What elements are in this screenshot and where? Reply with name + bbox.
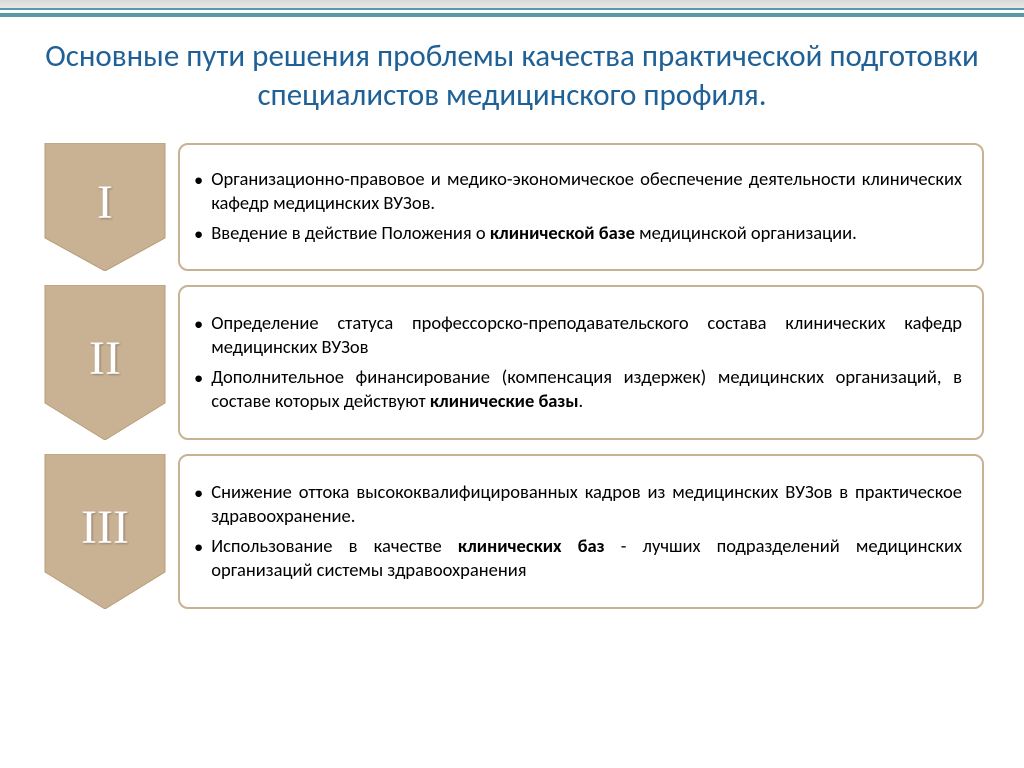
slide-content: Основные пути решения проблемы качества …: [0, 17, 1024, 643]
bullet-icon: •: [194, 481, 203, 505]
bullet-icon: •: [194, 312, 203, 336]
content-box-3: • Снижение оттока высококвалифицированны…: [178, 454, 984, 609]
item-row-2: II • Определение статуса профессорско-пр…: [40, 285, 984, 440]
bullet-3a: • Снижение оттока высококвалифицированны…: [194, 480, 962, 528]
chevron-label-2: II: [89, 331, 121, 386]
content-box-1: • Организационно-правовое и медико-эконо…: [178, 143, 984, 271]
chevron-1: I: [40, 143, 170, 271]
bullet-text: Введение в действие Положения о клиничес…: [211, 221, 962, 245]
content-box-2: • Определение статуса профессорско-препо…: [178, 285, 984, 440]
bullet-icon: •: [194, 366, 203, 390]
slide-title: Основные пути решения проблемы качества …: [40, 37, 984, 115]
bullet-1a: • Организационно-правовое и медико-эконо…: [194, 167, 962, 215]
top-bar: [0, 0, 1024, 10]
chevron-label-3: III: [81, 500, 129, 555]
bullet-text: Использование в качестве клинических баз…: [211, 534, 962, 582]
bullet-icon: •: [194, 222, 203, 246]
chevron-3: III: [40, 454, 170, 609]
bullet-2a: • Определение статуса профессорско-препо…: [194, 311, 962, 359]
bullet-text: Дополнительное финансирование (компенсац…: [211, 365, 962, 413]
bullet-text: Снижение оттока высококвалифицированных …: [211, 480, 962, 528]
bullet-text: Определение статуса профессорско-препода…: [211, 311, 962, 359]
bullet-1b: • Введение в действие Положения о клинич…: [194, 221, 962, 246]
bullet-icon: •: [194, 168, 203, 192]
bullet-text: Организационно-правовое и медико-экономи…: [211, 167, 962, 215]
item-row-1: I • Организационно-правовое и медико-эко…: [40, 143, 984, 271]
item-row-3: III • Снижение оттока высококвалифициров…: [40, 454, 984, 609]
bullet-icon: •: [194, 535, 203, 559]
chevron-label-1: I: [97, 175, 113, 230]
chevron-2: II: [40, 285, 170, 440]
bullet-2b: • Дополнительное финансирование (компенс…: [194, 365, 962, 413]
bullet-3b: • Использование в качестве клинических б…: [194, 534, 962, 582]
